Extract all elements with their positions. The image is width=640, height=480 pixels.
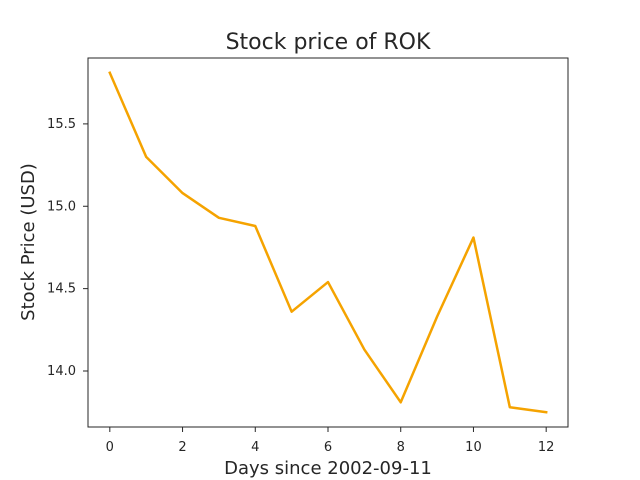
x-tick-label: 10 — [465, 440, 482, 455]
series-layer — [108, 71, 548, 414]
y-tick-label: 14.5 — [47, 282, 76, 297]
x-tick-label: 6 — [324, 440, 332, 455]
y-tick-label: 15.0 — [47, 199, 76, 214]
x-tick-label: 4 — [251, 440, 259, 455]
x-tick-label: 8 — [397, 440, 405, 455]
x-tick-label: 0 — [106, 440, 114, 455]
x-axis-label: Days since 2002-09-11 — [224, 458, 432, 479]
plot-area-frame — [87, 57, 569, 428]
stock-price-line — [108, 71, 548, 414]
y-axis-label: Stock Price (USD) — [18, 163, 39, 321]
chart-title: Stock price of ROK — [226, 30, 431, 55]
y-axis-ticks: 14.0 14.5 15.0 15.5 — [47, 117, 88, 379]
x-tick-label: 12 — [538, 440, 555, 455]
x-tick-label: 2 — [178, 440, 186, 455]
y-tick-label: 14.0 — [47, 364, 76, 379]
x-axis-ticks: 0 2 4 6 8 10 12 — [106, 427, 555, 455]
y-tick-label: 15.5 — [47, 117, 76, 132]
